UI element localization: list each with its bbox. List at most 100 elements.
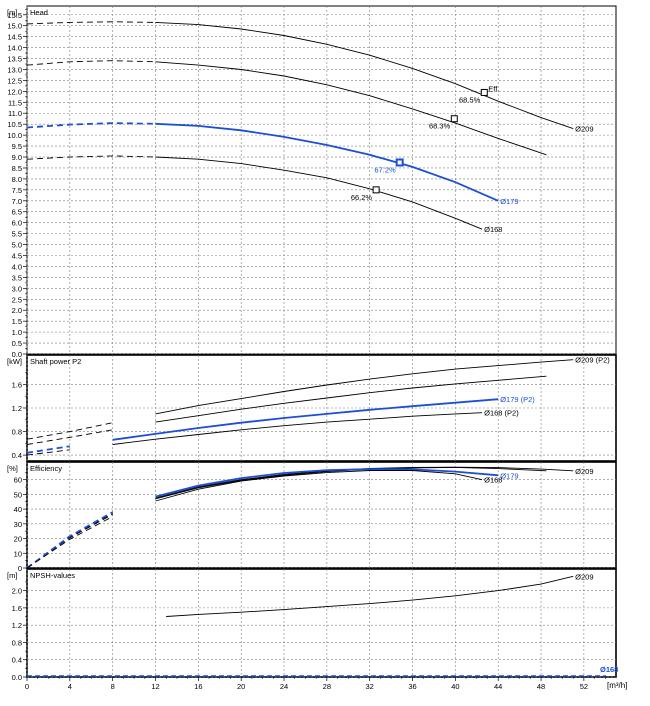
series-label: Ø209 (P2) [575,356,610,365]
x-tick-label: 52 [580,682,588,691]
series-line-dashed [26,516,113,569]
series-line-dashed [26,422,113,440]
panel-title: Efficiency [30,464,62,473]
series-line-dashed [26,445,70,454]
series-label: Ø168 [484,476,502,485]
y-tick-label: 50 [14,490,22,499]
y-tick-label: 10.5 [7,120,22,129]
y-axis-unit: [m] [7,571,17,580]
series-line-dashed [26,449,70,456]
y-tick-label: 6.5 [12,208,22,217]
series-label: Ø209 [575,125,593,134]
x-tick-label: 36 [408,682,416,691]
y-tick-label: 13.5 [7,55,22,64]
operating-point-marker [480,88,488,96]
y-tick-label: 8.0 [12,175,22,184]
y-tick-label: 0.8 [12,638,22,647]
series-line-dashed [26,155,156,160]
y-tick-label: 0.4 [12,451,22,460]
x-tick-label: 12 [151,682,159,691]
y-tick-label: 10 [14,549,22,558]
x-tick-label: 40 [451,682,459,691]
series-line-dashed [26,429,113,445]
x-tick-label: 28 [323,682,331,691]
y-tick-label: 1.6 [12,380,22,389]
efficiency-label: 66.2% [351,193,373,202]
y-tick-label: 4.0 [12,262,22,271]
y-tick-label: 1.5 [12,317,22,326]
series-line [155,359,574,415]
series-label: Ø168 (P2) [484,409,519,418]
y-tick-label: 0 [18,564,22,573]
panel-frame [26,461,617,569]
panel-0: 0.0 0.5 1.0 1.5 2.0 2.5 3.0 3.5 4.04.5 5.0 5.5 6.0 6… [7,5,617,359]
y-tick-label: 3.5 [12,273,22,282]
series-line-dashed [26,513,113,569]
y-tick-label: 9.5 [12,142,22,151]
y-tick-label: 2.5 [12,295,22,304]
y-tick-label: 5.5 [12,230,22,239]
y-tick-label: 12.5 [7,76,22,85]
series-line [155,375,547,423]
y-tick-label: 20 [14,535,22,544]
x-axis: [m³/h] 0 4 8 12 16 20 24 28 32 36 40 44 48 52 [25,677,627,691]
x-tick-label: 0 [25,682,29,691]
y-axis-unit: [kW] [7,357,22,366]
y-axis-unit: [%] [7,464,18,473]
series-line-dashed [26,122,156,129]
y-tick-label: 13.0 [7,65,22,74]
panel-1: 0.4 0.8 1.2 1.6 [kW] Shaft power P2 Ø209 (P2) Ø… [7,354,617,462]
x-axis-unit: [m³/h] [607,681,627,690]
y-tick-label: 7.5 [12,186,22,195]
baseline-label: Ø168 [600,665,618,674]
series-line [155,468,499,498]
efficiency-label: 67.2% [374,165,396,174]
series-line-dashed [26,21,156,25]
panel-frame [26,5,617,355]
series-label: Ø179 [500,471,518,480]
series-line [155,122,499,202]
y-tick-label: 2.0 [12,306,22,315]
y-tick-label: 9.0 [12,153,22,162]
y-tick-label: 12.0 [7,87,22,96]
y-tick-label: 14.5 [7,33,22,42]
x-tick-label: 48 [537,682,545,691]
y-tick-label: 11.5 [8,98,22,107]
y-tick-label: 0.0 [12,350,22,359]
series-line [155,156,483,230]
eff-note: Eff. [488,84,499,93]
y-tick-label: 14.0 [7,44,22,53]
y-tick-label: 0.8 [12,428,22,437]
y-tick-label: 15.5 [7,11,22,20]
operating-point-marker [395,158,404,167]
x-tick-label: 20 [237,682,245,691]
series-label: Ø168 [484,225,502,234]
panel-frame [26,568,617,678]
y-tick-label: 7.0 [12,197,22,206]
y-tick-label: 10.0 [7,131,22,140]
operating-point-marker [372,186,380,194]
x-tick-label: 8 [111,682,115,691]
x-tick-label: 4 [68,682,72,691]
y-tick-label: 1.0 [12,328,22,337]
y-tick-label: 6.0 [12,219,22,228]
series-line-dashed [26,511,114,569]
y-tick-label: 2.0 [12,587,22,596]
x-tick-label: 44 [494,682,502,691]
y-tick-label: 8.5 [12,164,22,173]
y-tick-label: 4.5 [12,252,22,261]
y-axis-unit: [m] [7,8,17,17]
panel-3: 0.0 0.4 0.8 1.2 1.6 2.0 [m] NPSH-values Ø209 Ø168 [7,568,618,682]
y-tick-label: 1.2 [12,404,22,413]
y-tick-label: 60 [14,476,22,485]
series-line [155,61,547,156]
x-tick-label: 32 [366,682,374,691]
series-label: Ø209 [575,572,593,581]
y-tick-label: 3.0 [12,284,22,293]
series-label: Ø179 (P2) [500,395,535,404]
panel-title: Shaft power P2 [30,357,81,366]
chart-panels: 0.0 0.5 1.0 1.5 2.0 2.5 3.0 3.5 4.04.5 5.0 5.5 6.0 6… [7,5,618,682]
efficiency-label: 68.3% [429,122,451,131]
